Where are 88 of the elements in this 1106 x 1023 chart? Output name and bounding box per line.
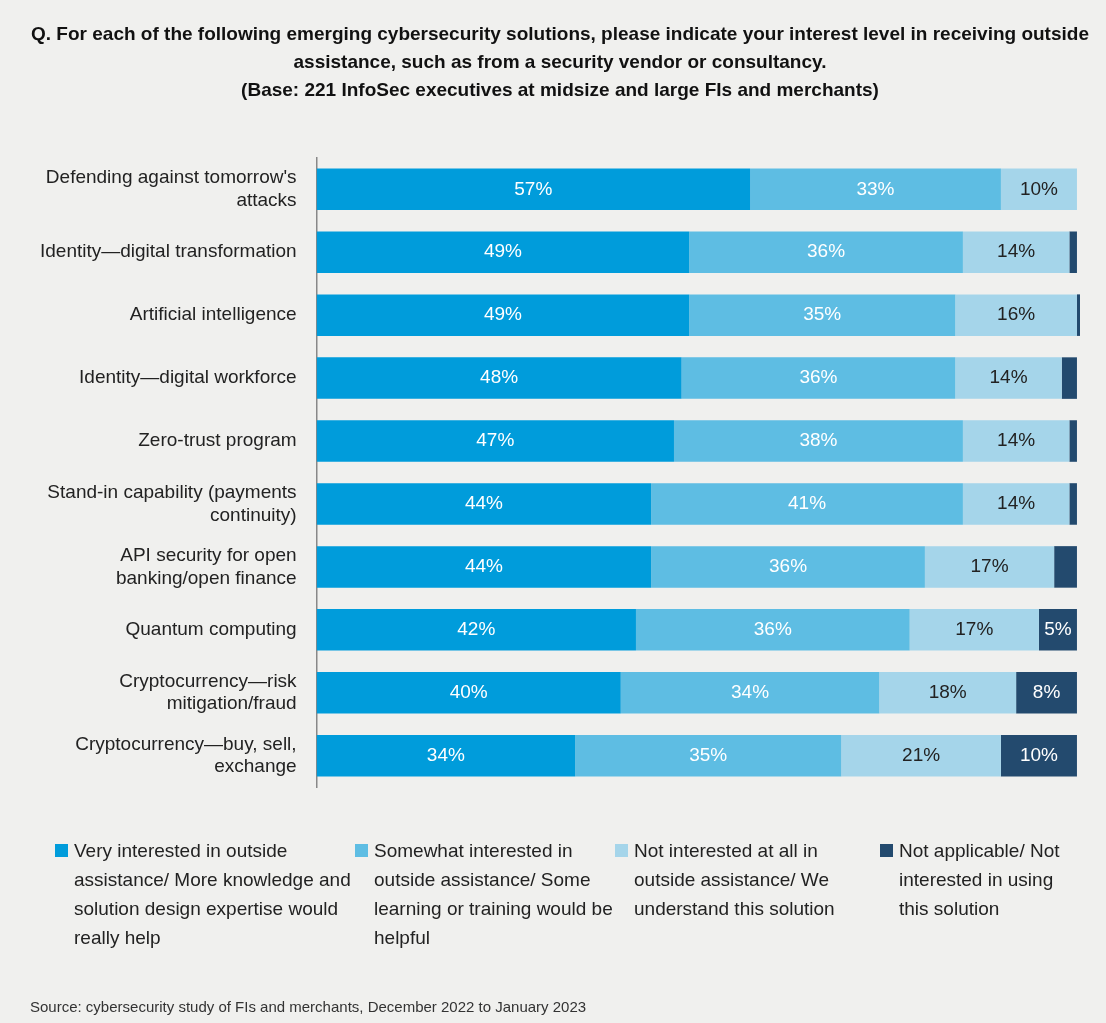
bar: [316, 168, 751, 211]
data-label: 35%: [803, 303, 842, 325]
bar: [1069, 231, 1077, 273]
bar: [681, 357, 956, 399]
y-tick-label: Identity—digital workforce: [79, 366, 297, 388]
bar: [575, 734, 842, 777]
chart-subtitle: (Base: 221 InfoSec executives at midsize and large FIs and merchants): [240, 78, 880, 102]
bar: [924, 546, 1055, 588]
bar: [316, 483, 652, 525]
bar: [1061, 357, 1077, 399]
data-label: 48%: [480, 366, 519, 388]
bar: [1000, 734, 1077, 777]
data-label: 36%: [799, 366, 838, 388]
data-label: 36%: [753, 618, 792, 640]
data-label: 34%: [426, 743, 465, 765]
data-label: 42%: [457, 618, 496, 640]
y-tick-label: Cryptocurrency—risk mitigation/fraud: [119, 669, 298, 714]
bar: [955, 357, 1062, 399]
data-label: 36%: [807, 240, 846, 262]
data-label: 40%: [449, 681, 488, 703]
data-label: 14%: [997, 240, 1036, 262]
data-label: 35%: [689, 743, 728, 765]
data-label: 8%: [1032, 681, 1061, 703]
y-tick-label: Identity—digital transformation: [40, 240, 297, 262]
bar: [651, 546, 925, 588]
chart-title: Q. For each of the following emerging cybersecurity solutions, please indicate your interest level in receiving outside assistance, such as from a security vendor or consultancy.: [30, 22, 1090, 74]
bar: [316, 294, 690, 336]
bar: [316, 609, 636, 651]
bar: [316, 357, 682, 399]
bar: [689, 294, 956, 336]
bar: [620, 672, 880, 714]
data-label: 44%: [464, 555, 504, 577]
data-label: 14%: [989, 366, 1028, 388]
bar: [1069, 483, 1077, 525]
data-label: 5%: [1044, 618, 1072, 640]
data-label: 14%: [997, 429, 1036, 451]
bar: [635, 609, 910, 651]
bar: [316, 231, 690, 273]
bar: [1054, 546, 1077, 588]
y-tick-label: Stand-in capability (payments continuity): [47, 480, 297, 525]
bar: [316, 546, 652, 588]
legend-label: Not applicable/ Not interested in using this solution: [899, 839, 1061, 921]
data-label: 14%: [997, 492, 1036, 514]
y-tick-label: Defending against tomorrow's attacks: [45, 166, 297, 210]
legend-label: Not interested at all in outside assistance/ We understand this solution: [634, 839, 836, 921]
bar: [1000, 168, 1077, 211]
bar: [316, 672, 621, 714]
bar: [962, 231, 1070, 273]
bar: [689, 231, 963, 273]
y-tick-label: API security for open banking/open finance: [115, 543, 297, 588]
data-label: 18%: [928, 681, 967, 703]
bar: [673, 420, 963, 462]
bar: [1076, 294, 1080, 336]
bar: [841, 734, 1001, 777]
data-label: 34%: [731, 681, 770, 703]
data-label: 36%: [769, 555, 808, 577]
data-label: 57%: [514, 177, 553, 199]
data-label: 47%: [476, 429, 515, 451]
bar: [962, 483, 1070, 525]
bar: [962, 420, 1070, 462]
bar: [879, 672, 1017, 714]
data-label: 10%: [1019, 743, 1059, 765]
data-label: 38%: [799, 429, 838, 451]
bar: [1069, 420, 1077, 462]
data-label: 10%: [1019, 177, 1059, 199]
y-tick-label: Zero-trust program: [138, 429, 297, 451]
data-label: 49%: [483, 303, 523, 325]
bar: [316, 734, 576, 777]
y-tick-label: Quantum computing: [125, 618, 297, 640]
data-label: 49%: [483, 240, 523, 262]
data-label: 17%: [970, 555, 1009, 577]
legend-label: Very interested in outside assistance/ More knowledge and solution design expertise would really help: [74, 839, 352, 950]
legend-label: Somewhat interested in outside assistance/ Some learning or training would be helpful: [374, 839, 614, 950]
bar: [750, 168, 1001, 211]
data-label: 16%: [997, 303, 1036, 325]
bar: [1016, 672, 1077, 714]
bar: [316, 420, 674, 462]
data-label: 44%: [464, 492, 504, 514]
y-tick-label: Artificial intelligence: [129, 303, 297, 325]
data-label: 21%: [902, 743, 941, 765]
data-label: 33%: [856, 177, 895, 199]
bar: [909, 609, 1039, 651]
data-label: 41%: [788, 492, 827, 514]
source-note: Source: cybersecurity study of FIs and merchants, December 2022 to January 2023: [30, 998, 587, 1015]
data-label: 17%: [955, 618, 994, 640]
bar: [955, 294, 1077, 336]
y-tick-label: Cryptocurrency—buy, sell, exchange: [75, 732, 297, 777]
bar: [651, 483, 963, 525]
